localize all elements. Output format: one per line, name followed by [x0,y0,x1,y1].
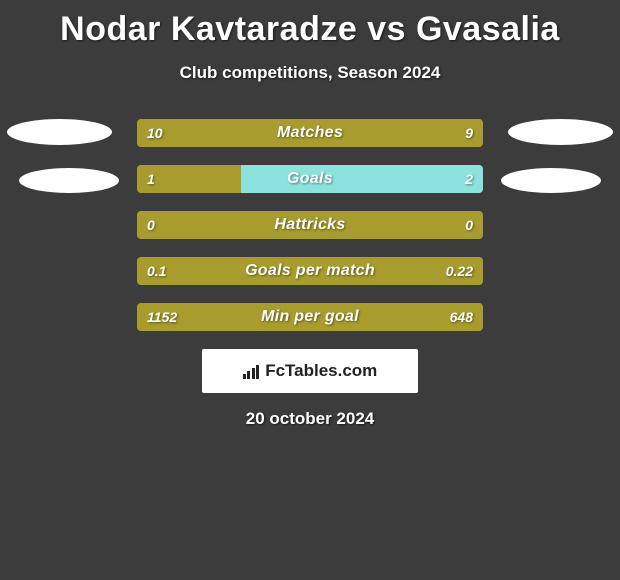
stat-label: Goals [137,170,483,188]
date-label: 20 october 2024 [0,409,620,429]
page-subtitle: Club competitions, Season 2024 [0,63,620,83]
stat-label: Hattricks [137,216,483,234]
page-title: Nodar Kavtaradze vs Gvasalia [0,0,620,49]
stat-row: 1152648Min per goal [137,303,483,331]
stat-label: Goals per match [137,262,483,280]
stat-row: 0.10.22Goals per match [137,257,483,285]
brand-box[interactable]: FcTables.com [202,349,418,393]
stat-row: 00Hattricks [137,211,483,239]
player1-photo-placeholder-row2 [19,168,119,193]
player2-photo-placeholder-row2 [501,168,601,193]
player1-photo-placeholder-row1 [7,119,112,145]
player2-photo-placeholder-row1 [508,119,613,145]
brand-text: FcTables.com [265,361,377,381]
bar-chart-icon [243,363,260,379]
stat-row: 109Matches [137,119,483,147]
chart-area: 109Matches 12Goals 00Hattricks 0.10.22Goals… [0,119,620,331]
stat-label: Min per goal [137,308,483,326]
stats-bars: 109Matches 12Goals 00Hattricks 0.10.22Goals… [137,119,483,331]
stat-label: Matches [137,124,483,142]
brand-label: FcTables.com [243,361,378,381]
stat-row: 12Goals [137,165,483,193]
